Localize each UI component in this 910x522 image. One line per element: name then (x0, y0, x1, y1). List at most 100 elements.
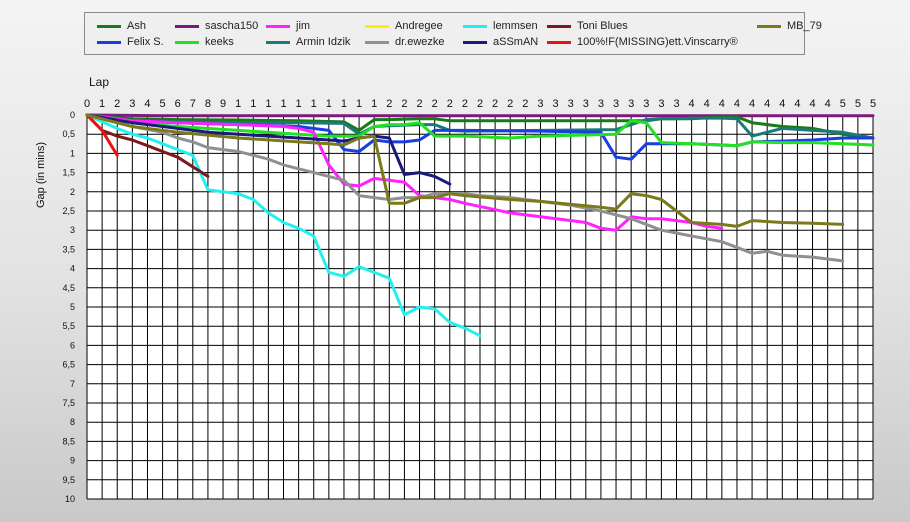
legend-label: Felix S. (127, 36, 164, 48)
legend-item: dr.ewezke (365, 35, 445, 49)
y-tick-label: 3,5 (62, 244, 75, 254)
x-tick-label: 9 (220, 98, 226, 110)
y-tick-label: 8 (70, 417, 75, 427)
x-tick-label: 1 (356, 98, 362, 110)
x-tick-label: 1 (99, 98, 105, 110)
legend-label: Ash (127, 20, 146, 32)
chart-legend: Ash Felix S. sascha150 keeks jim Armin Idzik A… (84, 12, 822, 55)
legend-item: Armin Idzik (266, 35, 350, 49)
x-tick-label: 0 (84, 98, 90, 110)
x-tick-label: 2 (432, 98, 438, 110)
legend-swatch (463, 40, 487, 44)
x-tick-label: 5 (840, 98, 846, 110)
y-tick-label: 1 (70, 148, 75, 158)
legend-swatch (175, 24, 199, 28)
x-tick-label: 1 (326, 98, 332, 110)
x-tick-label: 4 (764, 98, 770, 110)
x-tick-label: 4 (779, 98, 785, 110)
x-tick-label: 2 (522, 98, 528, 110)
legend-item: aSSmAN (463, 35, 538, 49)
x-tick-label: 8 (205, 98, 211, 110)
legend-swatch (757, 24, 781, 28)
y-tick-label: 2,5 (62, 206, 75, 216)
y-tick-label: 6 (70, 340, 75, 350)
x-tick-label: 3 (613, 98, 619, 110)
x-tick-label: 1 (235, 98, 241, 110)
series-line-assman (85, 113, 452, 186)
x-tick-label: 3 (583, 98, 589, 110)
x-tick-label: 5 (160, 98, 166, 110)
x-tick-label: 1 (280, 98, 286, 110)
legend-item: Andregee (365, 19, 443, 33)
x-axis-title: Lap (89, 75, 109, 89)
x-tick-label: 3 (658, 98, 664, 110)
y-tick-label: 1,5 (62, 168, 75, 178)
x-tick-label: 1 (250, 98, 256, 110)
y-tick-label: 10 (65, 494, 75, 504)
legend-swatch (266, 40, 290, 44)
x-tick-label: 4 (689, 98, 695, 110)
x-tick-label: 3 (129, 98, 135, 110)
legend-swatch (463, 24, 487, 28)
legend-swatch (365, 40, 389, 44)
x-tick-label: 3 (553, 98, 559, 110)
y-tick-label: 5 (70, 302, 75, 312)
legend-item: keeks (175, 35, 234, 49)
x-tick-label: 4 (704, 98, 710, 110)
y-tick-label: 9,5 (62, 475, 75, 485)
x-tick-label: 2 (386, 98, 392, 110)
legend-label: aSSmAN (493, 36, 539, 48)
legend-swatch (547, 40, 571, 44)
legend-item: 100%!F(MISSING)ett.Vinscarry® (547, 35, 738, 49)
legend-item: sascha150 (175, 19, 258, 33)
legend-label: jim (296, 20, 311, 32)
legend-label: sascha150 (205, 20, 259, 32)
series-line-toni-blues (85, 113, 210, 178)
x-tick-label: 4 (719, 98, 725, 110)
legend-item: jim (266, 19, 310, 33)
legend-swatch (547, 24, 571, 28)
x-tick-label: 5 (870, 98, 876, 110)
series-line-mb-79 (85, 113, 845, 228)
x-tick-label: 1 (371, 98, 377, 110)
chart-grid (86, 114, 874, 500)
legend-label: 100%!F(MISSING)ett.Vinscarry® (577, 36, 738, 48)
x-tick-label: 2 (507, 98, 513, 110)
x-tick-label: 1 (311, 98, 317, 110)
series-line-dr-ewezke (85, 113, 845, 263)
series-line-lemmsen (85, 113, 482, 338)
legend-item: Ash (97, 19, 146, 33)
legend-item: Toni Blues (547, 19, 628, 33)
x-tick-label: 6 (175, 98, 181, 110)
x-tick-label: 1 (296, 98, 302, 110)
legend-swatch (97, 24, 121, 28)
legend-label: Toni Blues (577, 20, 628, 32)
x-tick-label: 4 (825, 98, 831, 110)
y-tick-label: 9 (70, 456, 75, 466)
y-tick-label: 8,5 (62, 436, 75, 446)
y-tick-label: 7 (70, 379, 75, 389)
y-axis-title: Gap (in mins) (35, 142, 47, 208)
legend-item: MB_79 (757, 19, 822, 33)
x-tick-label: 3 (568, 98, 574, 110)
x-tick-label: 1 (265, 98, 271, 110)
chart-series (85, 113, 875, 338)
x-tick-label: 4 (809, 98, 815, 110)
x-tick-label: 3 (628, 98, 634, 110)
x-tick-label: 3 (643, 98, 649, 110)
legend-label: dr.ewezke (395, 36, 445, 48)
x-tick-label: 4 (144, 98, 150, 110)
y-tick-label: 0 (70, 110, 75, 120)
legend-swatch (97, 40, 121, 44)
x-tick-label: 4 (734, 98, 740, 110)
x-tick-label: 5 (855, 98, 861, 110)
x-tick-label: 7 (190, 98, 196, 110)
y-tick-label: 6,5 (62, 360, 75, 370)
x-tick-label: 2 (416, 98, 422, 110)
x-tick-label: 2 (401, 98, 407, 110)
x-tick-label: 4 (749, 98, 755, 110)
x-tick-label: 3 (673, 98, 679, 110)
legend-swatch (365, 24, 389, 28)
